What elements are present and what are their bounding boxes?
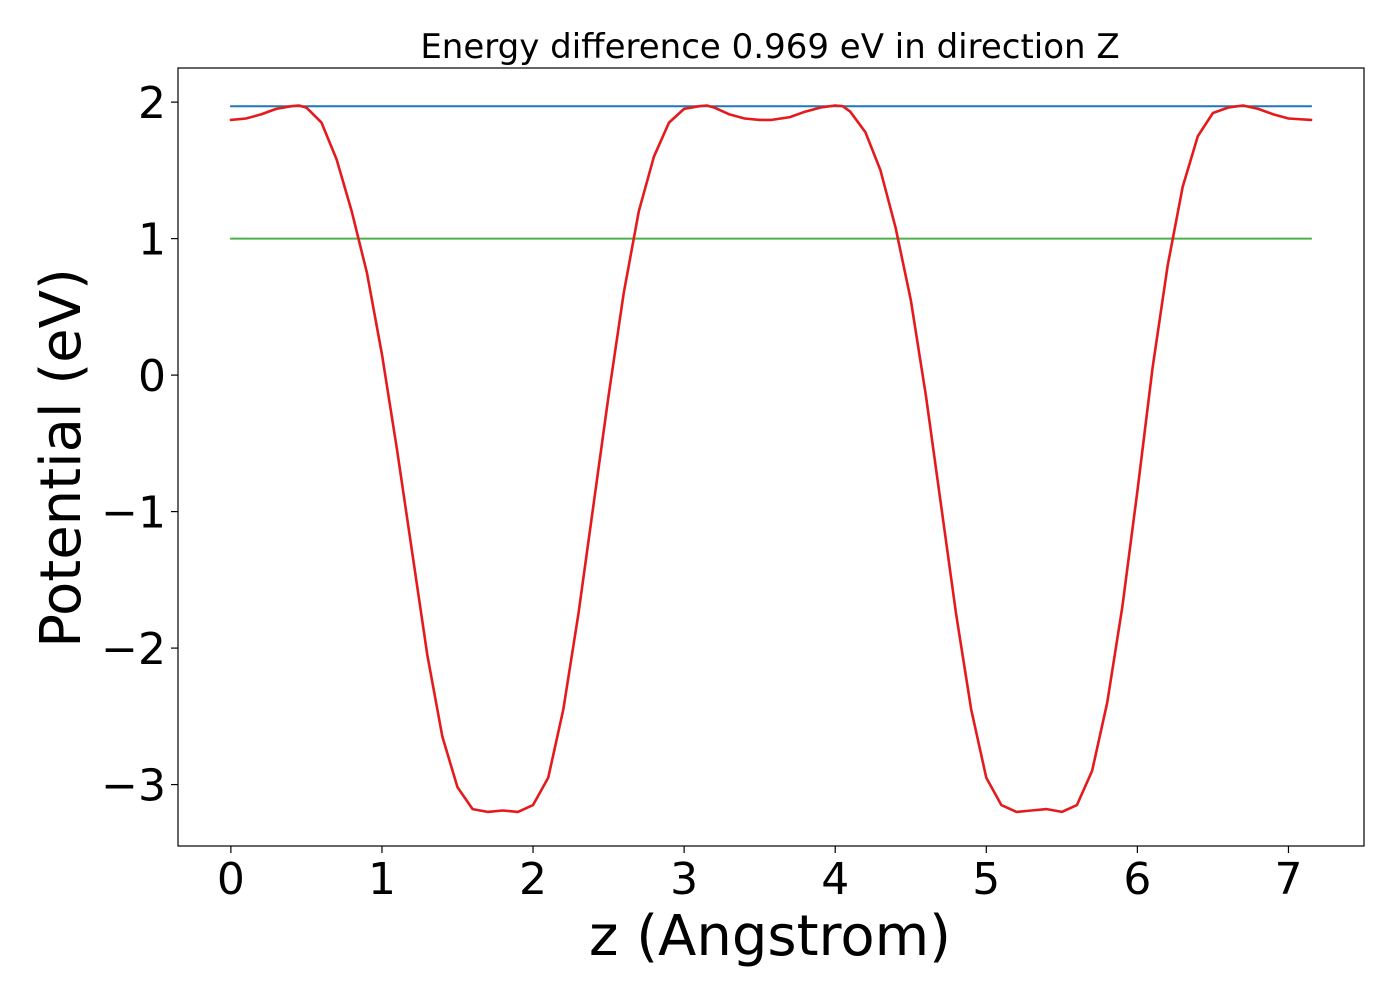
x-tick-label: 3 xyxy=(670,854,698,905)
y-axis-label: Potential (eV) xyxy=(29,268,94,648)
x-axis-label: z (Angstrom) xyxy=(589,904,951,969)
x-tick-label: 7 xyxy=(1274,854,1302,905)
y-tick-label: 2 xyxy=(138,78,166,129)
plot-frame xyxy=(177,67,1365,847)
series-layer xyxy=(229,104,1313,814)
y-tick-label: −2 xyxy=(101,624,166,675)
chart-title: Energy difference 0.969 eV in direction … xyxy=(420,27,1119,67)
y-tick-label: 1 xyxy=(138,215,166,266)
x-tick-label: 6 xyxy=(1123,854,1151,905)
x-axis: 0 1 2 3 4 5 6 7 xyxy=(217,846,1302,905)
x-tick-label: 0 xyxy=(217,854,245,905)
series-line-red xyxy=(229,104,1313,814)
x-tick-label: 1 xyxy=(368,854,396,905)
y-tick-label: −1 xyxy=(101,488,166,539)
y-axis: −3 −2 −1 0 1 2 xyxy=(101,78,178,812)
x-tick-label: 4 xyxy=(821,854,849,905)
plot-area xyxy=(177,67,1365,847)
x-tick-label: 2 xyxy=(519,854,547,905)
y-tick-label: −3 xyxy=(101,761,166,812)
y-tick-label: 0 xyxy=(138,351,166,402)
x-tick-label: 5 xyxy=(972,854,1000,905)
